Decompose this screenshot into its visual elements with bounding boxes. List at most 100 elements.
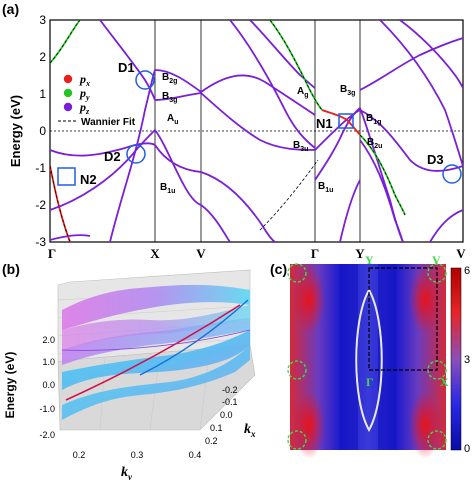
blue-valley [340, 264, 358, 450]
pz-band-11 [200, 92, 316, 151]
label-gamma: Γ [366, 375, 374, 389]
z-axis-label: Energy (eV) [3, 352, 17, 419]
ky-axis-ticks: 0.2 0.3 0.4 [73, 450, 202, 460]
z-tick: -2.0 [39, 430, 55, 440]
k-label-v-2: V [456, 246, 466, 261]
pz-band-15 [249, 20, 316, 89]
irrep-labels: B2g B3g Au B1u Ag B3g B1g B2u B3u B1u [160, 72, 382, 195]
pz-band-17 [314, 107, 361, 181]
band-py-gamma [50, 20, 81, 64]
k-label-x: X [150, 246, 160, 261]
colorbar-tick: 0 [464, 443, 470, 455]
pz-band-22 [399, 20, 463, 89]
n1-marker [338, 113, 354, 129]
pz-band-1 [50, 142, 156, 157]
dirac-circle [287, 430, 307, 450]
y-tick: -2 [35, 198, 46, 212]
irrep-ag: Ag [297, 86, 309, 99]
legend-px-label: px [79, 72, 90, 88]
pz-band-10 [200, 74, 316, 116]
irrep-b3g-right: B3g [340, 84, 355, 97]
lower-band-surface [62, 330, 250, 390]
colorbar [450, 267, 462, 451]
hotspot [409, 266, 441, 334]
kx-tick: -0.1 [222, 397, 238, 407]
y-tick: -1 [35, 161, 46, 175]
dirac-circles [287, 263, 447, 450]
hotspot [293, 391, 325, 459]
colorbar-tick: 3 [464, 354, 470, 366]
legend-py-marker [63, 88, 73, 98]
y-tick: 0 [39, 124, 46, 138]
panel-b: (b) 2.0 1.0 0.0 -1.0 -2 [2, 261, 256, 480]
legend-px-marker [63, 74, 73, 84]
irrep-b2g: B2g [162, 72, 177, 85]
pz-band-7 [154, 92, 202, 101]
nodal-ring [355, 287, 383, 433]
d2-label: D2 [104, 149, 121, 164]
pz-band-20 [359, 37, 463, 91]
y-tick: 1 [39, 87, 46, 101]
kx-tick: 0.1 [210, 423, 223, 433]
ky-tick: 0.2 [73, 450, 86, 460]
kx-axis-ticks: -0.2 -0.1 0.0 0.1 0.2 [205, 385, 238, 446]
k-label-gamma-2: Γ [311, 246, 319, 261]
d3-label: D3 [427, 152, 444, 167]
pz-band-12 [200, 171, 276, 242]
panel-c: (c) Y V Γ X [270, 253, 470, 459]
kx-tick: -0.2 [222, 385, 238, 395]
irrep-b3u: B3u [293, 140, 308, 153]
d2-marker [126, 144, 146, 164]
pz-band-25 [429, 209, 463, 242]
bz-point-labels: Y V Γ X [365, 253, 449, 389]
blue-valley [378, 264, 396, 450]
z-tick: 1.0 [42, 357, 55, 367]
bz-quarter [368, 267, 438, 371]
d3-marker [442, 164, 462, 184]
legend-wannier-label: Wannier Fit [81, 117, 136, 128]
y-axis-label: Energy (eV) [8, 95, 23, 167]
pz-band-5 [50, 234, 91, 241]
ky-axis-label: ky [121, 465, 133, 480]
band-px-n1 [321, 109, 361, 136]
kx-tick: 0.0 [220, 410, 233, 420]
irrep-b2u: B2u [367, 137, 382, 150]
upper-band-surface [62, 284, 250, 330]
colorbar-ticks: 6 3 0 [464, 265, 470, 455]
irrep-au: Au [167, 113, 179, 126]
label-x: X [440, 375, 449, 389]
nodal-line-red [65, 304, 241, 401]
dirac-circle [427, 263, 447, 283]
panel-a: (a) [2, 1, 466, 261]
pz-band-6 [154, 69, 202, 93]
d1-label: D1 [118, 60, 135, 75]
irrep-b1g: B1g [366, 113, 381, 126]
pz-band-23 [359, 139, 404, 242]
n2-marker [57, 167, 76, 186]
legend-pz-label: pz [79, 100, 90, 116]
legend-py-label: py [79, 86, 90, 102]
label-y: Y [365, 253, 374, 267]
upper-band-surface-2 [62, 305, 250, 350]
legend-pz-marker [63, 102, 73, 112]
dirac-circle [287, 263, 307, 283]
dirac-circle [287, 360, 307, 380]
y-tick: 3 [39, 13, 46, 27]
colorbar-tick: 6 [464, 265, 470, 277]
dirac-circle [427, 430, 447, 450]
z-axis-ticks: 2.0 1.0 0.0 -1.0 -2.0 [39, 335, 55, 440]
pz-band-3 [99, 20, 156, 101]
irrep-b1u-right: B1u [318, 181, 333, 194]
k-label-gamma: Γ [48, 246, 56, 261]
ky-tick: 0.3 [131, 450, 144, 460]
pz-band-4 [109, 69, 156, 242]
hotspot [409, 391, 441, 459]
point-labels: D1 D2 D3 N1 N2 [80, 60, 444, 187]
kx-axis-label: kx [244, 422, 256, 439]
pz-band-9 [154, 129, 202, 206]
panel-c-label: (c) [270, 261, 287, 277]
surface-edge [61, 329, 251, 351]
y-tick: 2 [39, 50, 46, 64]
wannier-fit-b3u [259, 159, 319, 231]
k-label-v: V [196, 246, 206, 261]
